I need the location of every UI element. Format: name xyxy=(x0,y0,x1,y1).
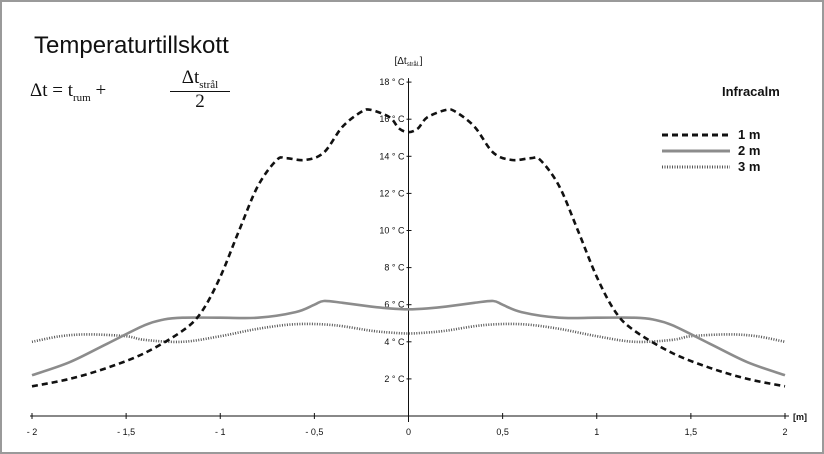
x-axis-label: [m] xyxy=(793,412,807,422)
x-tick-label: 0,5 xyxy=(496,427,509,437)
formula-num: Δt xyxy=(181,67,200,88)
y-tick-label: 16 ° C xyxy=(379,114,405,124)
series-line-solid xyxy=(31,299,786,377)
x-tick-label: 0 xyxy=(406,427,411,437)
formula-numerator: Δtstrål xyxy=(170,68,230,92)
y-axis-label: [Δtstrål.] xyxy=(394,56,422,68)
legend-label-3m: 3 m xyxy=(738,159,761,174)
y-tick-label: 12 ° C xyxy=(379,188,405,198)
x-tick-label: 1 xyxy=(594,427,599,437)
y-tick-label: 18 ° C xyxy=(379,77,405,87)
legend-title: Infracalm xyxy=(722,84,780,99)
series-line-dashed xyxy=(31,108,786,388)
legend-item-2m: 2 m xyxy=(660,143,790,160)
x-tick-label: - 2 xyxy=(27,427,38,437)
legend-item-1m: 1 m xyxy=(660,127,790,144)
y-tick-label: 10 ° C xyxy=(379,226,405,236)
x-tick-label: 2 xyxy=(782,427,787,437)
series-line-dotted xyxy=(31,322,786,344)
x-tick-label: - 1 xyxy=(215,427,226,437)
legend-label-1m: 1 m xyxy=(738,127,761,142)
formula-lhs-sub: rum xyxy=(73,92,91,104)
x-tick-label: 1,5 xyxy=(685,427,698,437)
legend-swatch-solid xyxy=(662,149,730,153)
formula-plus: + xyxy=(95,80,107,101)
y-tick-label: 2 ° C xyxy=(384,374,405,384)
formula-fraction: Δtstrål 2 xyxy=(170,68,230,112)
y-tick-label: 8 ° C xyxy=(384,263,405,273)
legend-item-3m: 3 m xyxy=(660,159,790,176)
y-tick-label: 14 ° C xyxy=(379,151,405,161)
x-tick-label: - 0,5 xyxy=(305,427,323,437)
formula-lhs: Δt = t xyxy=(30,80,73,101)
legend-swatch-dashed xyxy=(662,133,730,137)
chart-title: Temperaturtillskott xyxy=(34,32,229,59)
formula: Δt = trum + Δtstrål 2 xyxy=(30,68,230,112)
formula-num-sub: strål xyxy=(199,79,219,91)
legend: 1 m 2 m 3 m xyxy=(660,127,790,176)
legend-label-2m: 2 m xyxy=(738,143,761,158)
y-tick-label: 6 ° C xyxy=(384,300,405,310)
y-tick-label: 4 ° C xyxy=(384,337,405,347)
x-tick-label: - 1,5 xyxy=(117,427,135,437)
formula-denominator: 2 xyxy=(195,91,205,112)
